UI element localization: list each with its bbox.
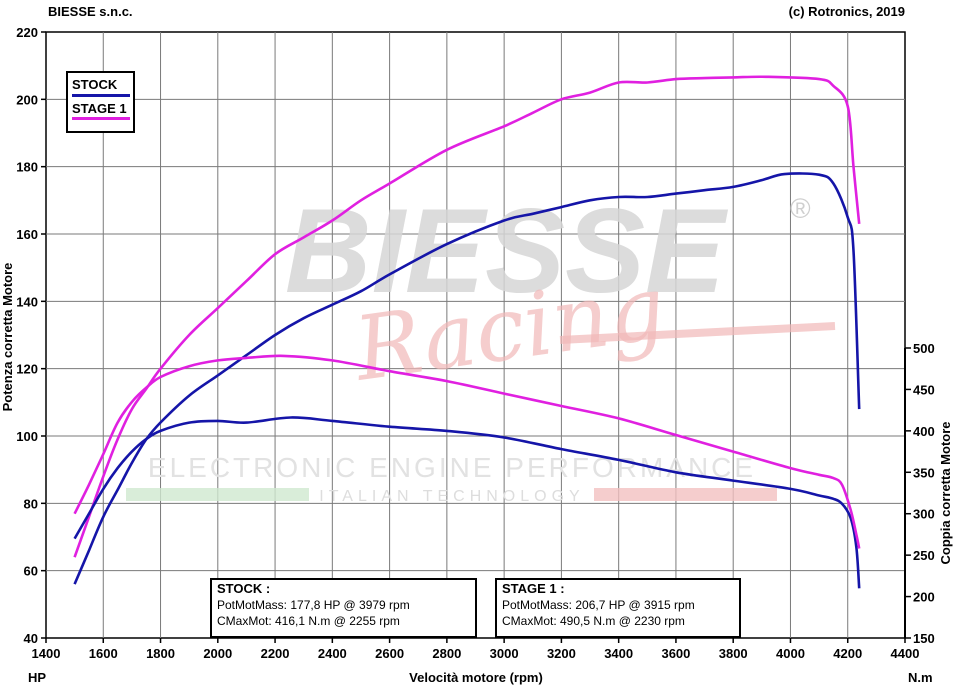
x-tick-label: 2600 bbox=[375, 646, 404, 661]
y-left-tick-label: 140 bbox=[16, 294, 38, 309]
stage1-torque-curve bbox=[73, 354, 861, 549]
stock-torque-curve bbox=[73, 416, 861, 589]
y-left-tick-label: 100 bbox=[16, 429, 38, 444]
legend-label-stock: STOCK bbox=[72, 77, 118, 92]
y-axis-left-label: Potenza corretta Motore bbox=[0, 263, 15, 412]
x-tick-label: 2800 bbox=[432, 646, 461, 661]
legend-line-stage1 bbox=[72, 117, 130, 120]
legend-label-stage1: STAGE 1 bbox=[72, 101, 127, 116]
x-tick-label: 1600 bbox=[89, 646, 118, 661]
y-axis-left-unit: HP bbox=[28, 670, 46, 685]
y-right-tick-label: 500 bbox=[913, 341, 935, 356]
watermark-green-bar bbox=[126, 488, 309, 501]
watermark-line1: ELECTRONIC ENGINE PERFORMANCE bbox=[148, 452, 756, 483]
stage1-max-torque: CMaxMot: 490,5 N.m @ 2230 rpm bbox=[502, 614, 685, 628]
stage1-results-title: STAGE 1 : bbox=[502, 581, 565, 596]
series-curves bbox=[73, 75, 861, 589]
x-tick-label: 4000 bbox=[776, 646, 805, 661]
copyright: (c) Rotronics, 2019 bbox=[788, 4, 905, 19]
y-left-tick-label: 160 bbox=[16, 227, 38, 242]
x-tick-label: 3400 bbox=[604, 646, 633, 661]
tick-labels: 1400 1600 1800 2000 2200 2400 2600 2800 3000 3200… bbox=[16, 25, 934, 661]
y-right-tick-label: 300 bbox=[913, 507, 935, 522]
y-right-tick-label: 150 bbox=[913, 631, 935, 646]
stock-max-torque: CMaxMot: 416,1 N.m @ 2255 rpm bbox=[217, 614, 400, 628]
x-tick-label: 1800 bbox=[146, 646, 175, 661]
x-tick-label: 3800 bbox=[719, 646, 748, 661]
y-left-tick-label: 180 bbox=[16, 160, 38, 175]
x-tick-label: 2000 bbox=[203, 646, 232, 661]
stage1-results-box: STAGE 1 : PotMotMass: 206,7 HP @ 3915 rp… bbox=[495, 578, 741, 638]
y-left-tick-label: 200 bbox=[16, 92, 38, 107]
x-tick-label: 3600 bbox=[661, 646, 690, 661]
x-tick-label: 1400 bbox=[32, 646, 61, 661]
y-right-tick-label: 350 bbox=[913, 465, 935, 480]
stock-max-power: PotMotMass: 177,8 HP @ 3979 rpm bbox=[217, 598, 410, 612]
x-tick-label: 2200 bbox=[261, 646, 290, 661]
watermark-swash bbox=[559, 322, 836, 344]
grid bbox=[45, 31, 906, 639]
y-right-tick-label: 250 bbox=[913, 548, 935, 563]
x-tick-label: 4400 bbox=[891, 646, 920, 661]
watermark: BIESSE ® Racing ELECTRONIC ENGINE PERFOR… bbox=[126, 184, 836, 505]
watermark-red-bar bbox=[594, 488, 777, 501]
x-tick-label: 3200 bbox=[547, 646, 576, 661]
y-axis-right-unit: N.m bbox=[908, 670, 933, 685]
stage1-max-power: PotMotMass: 206,7 HP @ 3915 rpm bbox=[502, 598, 695, 612]
watermark-registered: ® bbox=[790, 193, 811, 224]
x-tick-label: 2400 bbox=[318, 646, 347, 661]
y-left-tick-label: 80 bbox=[24, 496, 38, 511]
y-right-tick-label: 200 bbox=[913, 590, 935, 605]
plot-frame bbox=[45, 31, 906, 639]
y-right-tick-label: 400 bbox=[913, 424, 935, 439]
y-left-tick-label: 40 bbox=[24, 631, 38, 646]
y-left-tick-label: 220 bbox=[16, 25, 38, 40]
watermark-line2: ITALIAN TECHNOLOGY bbox=[319, 488, 584, 505]
x-tick-label: 3000 bbox=[490, 646, 519, 661]
legend-line-stock bbox=[72, 94, 130, 97]
x-axis-label: Velocità motore (rpm) bbox=[409, 670, 543, 685]
stock-results-title: STOCK : bbox=[217, 581, 271, 596]
stock-results-box: STOCK : PotMotMass: 177,8 HP @ 3979 rpm … bbox=[210, 578, 477, 638]
y-left-tick-label: 120 bbox=[16, 362, 38, 377]
company-name: BIESSE s.n.c. bbox=[48, 4, 133, 19]
watermark-brand: BIESSE bbox=[285, 184, 729, 318]
legend: STOCK STAGE 1 bbox=[66, 71, 135, 133]
y-right-tick-label: 450 bbox=[913, 382, 935, 397]
y-axis-right-label: Coppia corretta Motore bbox=[938, 421, 953, 564]
y-left-tick-label: 60 bbox=[24, 564, 38, 579]
x-tick-label: 4200 bbox=[833, 646, 862, 661]
